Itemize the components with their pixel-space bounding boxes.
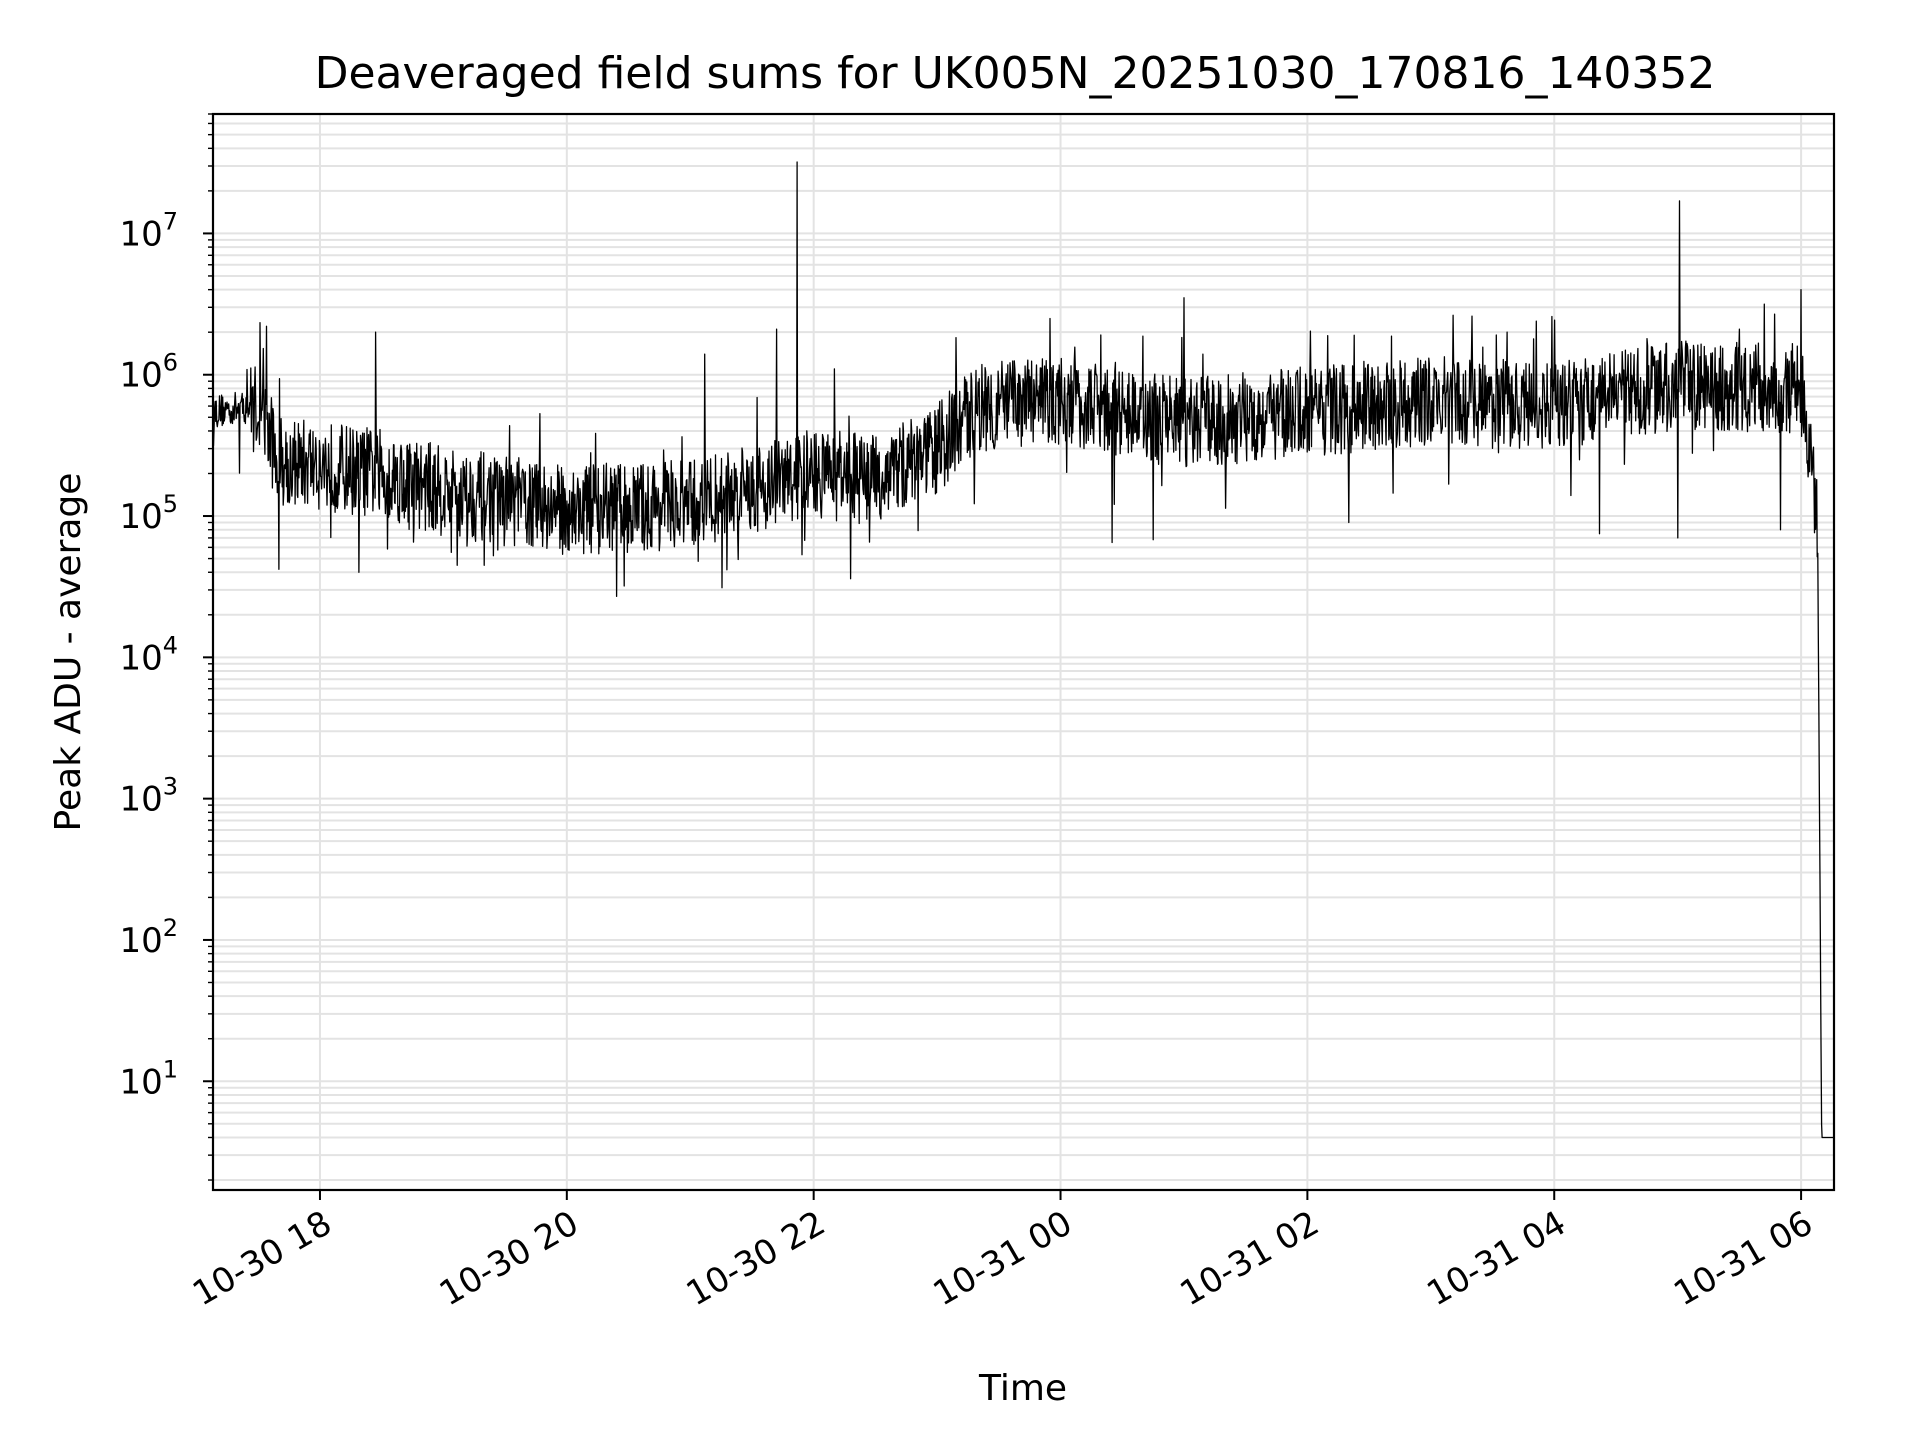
- series: [212, 161, 1835, 1139]
- x-axis-label: Time: [978, 1368, 1067, 1409]
- chart-title: Deaveraged field sums for UK005N_2025103…: [315, 48, 1716, 99]
- series-line: [212, 161, 1835, 1139]
- y-axis-label: Peak ADU - average: [48, 473, 89, 832]
- y-tick-label: 104: [119, 631, 178, 678]
- y-tick-label: 101: [119, 1055, 178, 1102]
- y-tick-label: 105: [119, 490, 178, 537]
- y-tick-label: 107: [119, 207, 178, 254]
- y-tick-label: 103: [119, 773, 178, 820]
- y-axis: 101 102 103 104 105 106 107: [119, 113, 213, 1181]
- y-tick-label: 102: [119, 914, 178, 961]
- grid: [213, 113, 1834, 1190]
- y-tick-label: 106: [119, 349, 178, 396]
- plot-frame: [211, 112, 1836, 1192]
